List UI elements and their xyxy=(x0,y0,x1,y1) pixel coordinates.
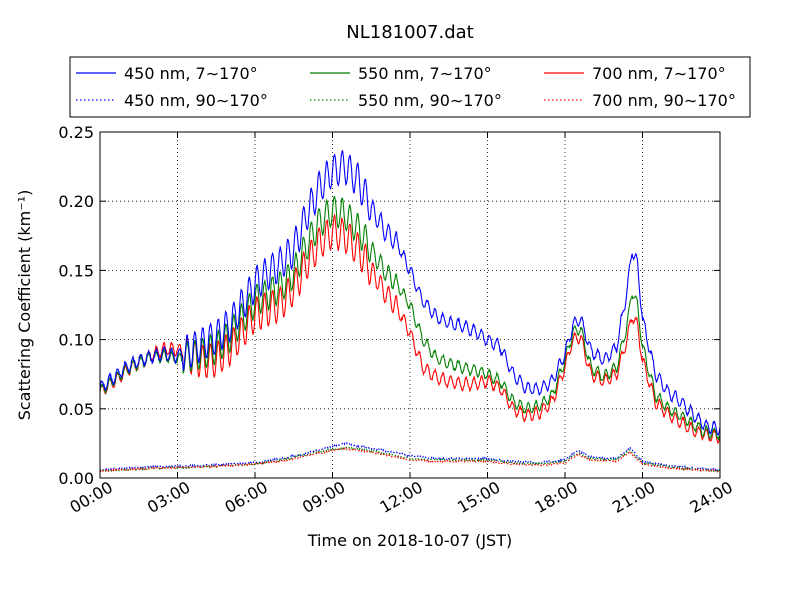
x-tick-label: 15:00 xyxy=(454,477,503,517)
x-tick-label: 06:00 xyxy=(222,477,271,517)
legend-frame xyxy=(69,56,751,118)
legend-label: 450 nm, 90∼170° xyxy=(124,91,268,110)
x-tick-label: 24:00 xyxy=(687,477,736,517)
series-group xyxy=(99,150,721,473)
y-axis: 0.00 0.05 0.10 0.15 0.20 0.25 xyxy=(58,123,720,488)
legend-label: 550 nm, 90∼170° xyxy=(358,91,502,110)
x-tick-label: 09:00 xyxy=(299,477,348,517)
chart-title: NL181007.dat xyxy=(346,22,473,43)
series-line xyxy=(99,195,721,440)
series-line xyxy=(99,150,721,436)
y-tick-label: 0.10 xyxy=(58,331,94,350)
y-tick-label: 0.15 xyxy=(58,261,94,280)
x-axis: 00:00 03:00 06:00 09:00 12:00 15:00 18:00 21:00… xyxy=(67,132,736,517)
legend-label: 700 nm, 7∼170° xyxy=(592,64,726,83)
y-tick-label: 0.00 xyxy=(58,469,94,488)
x-tick-label: 21:00 xyxy=(609,477,658,517)
legend-label: 450 nm, 7∼170° xyxy=(124,64,258,83)
legend-label: 550 nm, 7∼170° xyxy=(358,64,492,83)
series-line xyxy=(99,441,721,472)
series-line xyxy=(99,445,721,473)
x-tick-label: 03:00 xyxy=(144,477,193,517)
x-tick-label: 18:00 xyxy=(532,477,581,517)
x-axis-label: Time on 2018-10-07 (JST) xyxy=(307,531,512,550)
series-line xyxy=(99,213,721,445)
series-line xyxy=(99,446,721,473)
legend-label: 700 nm, 90∼170° xyxy=(592,91,736,110)
y-axis-label: Scattering Coefficient (km⁻¹) xyxy=(15,190,34,421)
y-tick-label: 0.25 xyxy=(58,123,94,142)
y-tick-label: 0.05 xyxy=(58,400,94,419)
y-tick-label: 0.20 xyxy=(58,192,94,211)
legend: 450 nm, 7∼170° 550 nm, 7∼170° 700 nm, 7∼17… xyxy=(69,56,751,118)
x-tick-label: 12:00 xyxy=(377,477,426,517)
